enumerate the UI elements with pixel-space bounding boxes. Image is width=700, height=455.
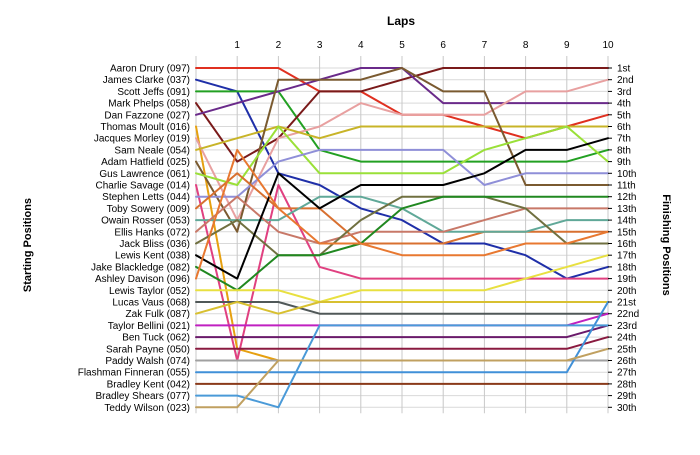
y-axis-label-right: Finishing Positions	[660, 194, 672, 295]
driver-label: Jacques Morley (019)	[94, 134, 190, 145]
driver-label: Zak Fulk (087)	[126, 309, 190, 320]
finish-position-label: 27th	[617, 368, 636, 379]
finish-position-label: 24th	[617, 333, 636, 344]
finish-position-label: 17th	[617, 251, 636, 262]
series-line	[195, 324, 609, 339]
finish-position-label: 16th	[617, 239, 636, 250]
driver-label: Teddy Wilson (023)	[104, 403, 190, 414]
driver-label: Bradley Shears (077)	[96, 391, 191, 402]
finish-position-label: 4th	[617, 99, 631, 110]
lap-tick-label: 2	[276, 40, 282, 51]
lap-tick-label: 10	[602, 40, 614, 51]
finish-position-label: 20th	[617, 286, 636, 297]
series-line	[195, 301, 609, 315]
series-line	[195, 125, 609, 186]
finish-position-label: 1st	[617, 64, 631, 75]
lap-tick-label: 1	[234, 40, 240, 51]
driver-label: Dan Fazzone (027)	[104, 110, 190, 121]
lap-tick-label: 9	[564, 40, 570, 51]
series-line	[195, 78, 609, 222]
driver-label: Jack Bliss (036)	[119, 239, 190, 250]
driver-label: Flashman Finneran (055)	[78, 368, 190, 379]
driver-label: Owain Rosser (053)	[101, 216, 190, 227]
finish-position-label: 10th	[617, 169, 636, 180]
series-line	[195, 148, 609, 280]
driver-label: Adam Hatfield (025)	[101, 157, 190, 168]
driver-label: Sam Neale (054)	[114, 145, 190, 156]
series-line	[195, 301, 609, 374]
driver-label: Thomas Moult (016)	[101, 122, 190, 133]
series-line	[195, 254, 609, 303]
series-lines	[195, 67, 609, 409]
driver-label: Ellis Hanks (072)	[114, 227, 190, 238]
finish-position-label: 12th	[617, 192, 636, 203]
series-line	[195, 195, 609, 245]
driver-label: Jake Blackledge (082)	[91, 262, 190, 273]
series-line	[195, 336, 609, 350]
driver-label: Gus Lawrence (061)	[99, 169, 190, 180]
finish-position-label: 22nd	[617, 309, 639, 320]
lap-tick-label: 5	[399, 40, 405, 51]
driver-label: Stephen Letts (044)	[102, 192, 190, 203]
lap-tick-label: 4	[358, 40, 364, 51]
finish-position-label: 30th	[617, 403, 636, 414]
finish-position-label: 14th	[617, 216, 636, 227]
finish-position-label: 9th	[617, 157, 631, 168]
lap-tick-label: 7	[482, 40, 488, 51]
finish-position-label: 13th	[617, 204, 636, 215]
finish-position-label: 28th	[617, 379, 636, 390]
series-line	[195, 301, 609, 315]
series-line	[195, 347, 609, 409]
finish-position-label: 23rd	[617, 321, 637, 332]
driver-label: Lewis Kent (038)	[115, 251, 190, 262]
starting-position-labels: Aaron Drury (097)James Clarke (037)Scott…	[78, 64, 190, 414]
driver-label: Ashley Davison (096)	[95, 274, 190, 285]
driver-label: Aaron Drury (097)	[110, 64, 190, 75]
finish-position-label: 25th	[617, 344, 636, 355]
lap-tick-label: 6	[440, 40, 446, 51]
driver-label: Lucas Vaus (068)	[112, 298, 190, 309]
finish-position-label: 21st	[617, 298, 636, 309]
series-line	[195, 67, 609, 233]
finish-position-label: 6th	[617, 122, 631, 133]
finish-position-label: 26th	[617, 356, 636, 367]
driver-label: Paddy Walsh (074)	[105, 356, 190, 367]
lap-tick-label: 8	[523, 40, 529, 51]
finish-position-label: 18th	[617, 262, 636, 273]
driver-label: James Clarke (037)	[103, 75, 190, 86]
driver-label: Toby Sowery (009)	[107, 204, 190, 215]
driver-label: Sarah Payne (050)	[106, 344, 190, 355]
driver-label: Scott Jeffs (091)	[117, 87, 190, 98]
series-line	[195, 148, 609, 198]
series-line	[195, 195, 609, 257]
chart-title: Laps	[387, 14, 415, 28]
driver-label: Lewis Taylor (052)	[109, 286, 190, 297]
driver-label: Ben Tuck (062)	[122, 333, 190, 344]
finish-position-label: 11th	[617, 181, 636, 192]
finish-position-label: 19th	[617, 274, 636, 285]
driver-label: Bradley Kent (042)	[107, 379, 190, 390]
finishing-position-labels: 1st2nd3rd4th5th6th7th8th9th10th11th12th1…	[608, 64, 639, 414]
finish-position-label: 7th	[617, 134, 631, 145]
finish-position-label: 8th	[617, 145, 631, 156]
lap-tick-label: 3	[317, 40, 323, 51]
y-axis-label-left: Starting Positions	[22, 198, 34, 292]
series-line	[195, 172, 609, 245]
finish-position-label: 3rd	[617, 87, 631, 98]
series-line	[195, 195, 609, 292]
series-line	[195, 90, 609, 163]
driver-label: Charlie Savage (014)	[96, 181, 191, 192]
lap-tick-labels: 1 2 3 4 5 6 7 8 9 10	[234, 40, 614, 51]
series-line	[195, 137, 609, 280]
series-line	[195, 324, 609, 409]
finish-position-label: 5th	[617, 110, 631, 121]
finish-position-label: 2nd	[617, 75, 634, 86]
finish-position-label: 29th	[617, 391, 636, 402]
finish-position-label: 15th	[617, 227, 636, 238]
driver-label: Mark Phelps (058)	[108, 99, 190, 110]
driver-label: Taylor Bellini (021)	[108, 321, 190, 332]
